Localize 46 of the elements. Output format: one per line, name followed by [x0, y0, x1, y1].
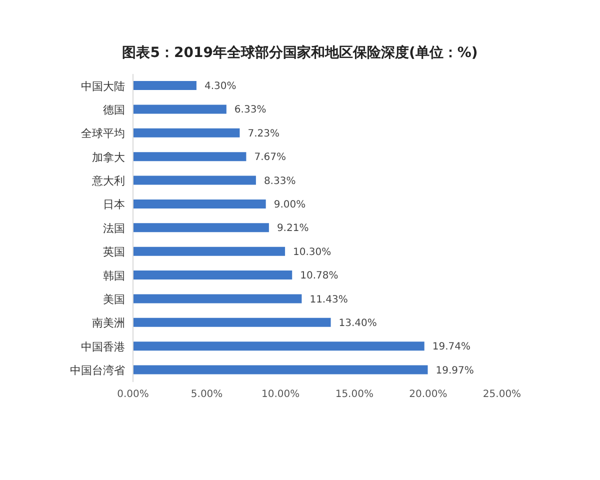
- data-label: 13.40%: [338, 318, 377, 329]
- bar: [133, 104, 226, 114]
- bar: [133, 176, 256, 185]
- y-tick-label: 日本: [103, 198, 125, 212]
- y-tick-label: 德国: [103, 103, 125, 116]
- y-tick-label: 英国: [103, 246, 125, 259]
- y-tick-label: 中国香港: [81, 340, 125, 354]
- data-label: 19.97%: [436, 365, 474, 376]
- bar: [133, 365, 428, 374]
- y-tick-label: 美国: [103, 292, 125, 306]
- y-tick-label: 韩国: [103, 269, 125, 282]
- bar: [133, 318, 331, 327]
- data-label: 10.78%: [300, 270, 338, 282]
- bar: [133, 128, 240, 138]
- x-tick-label: 25.00%: [482, 389, 522, 400]
- y-tick-label: 法国: [103, 222, 125, 235]
- x-tick-label: 20.00%: [409, 389, 448, 400]
- bar: [133, 152, 246, 162]
- x-tick-label: 15.00%: [335, 389, 374, 400]
- x-tick-label: 0.00%: [117, 389, 149, 400]
- data-label: 7.67%: [254, 152, 286, 164]
- x-tick-label: 10.00%: [262, 389, 300, 400]
- data-label: 9.00%: [274, 200, 306, 211]
- data-label: 19.74%: [432, 342, 471, 353]
- data-label: 8.33%: [264, 176, 296, 187]
- x-tick-label: 5.00%: [190, 389, 223, 400]
- bar: [133, 223, 269, 232]
- data-label: 9.21%: [276, 223, 309, 234]
- data-label: 10.30%: [293, 246, 332, 258]
- data-label: 4.30%: [204, 81, 236, 92]
- bar: [133, 294, 302, 304]
- bar: [133, 270, 292, 280]
- y-tick-label: 全球平均: [81, 127, 125, 140]
- y-tick-label: 意大利: [91, 174, 125, 188]
- bar: [133, 342, 424, 351]
- bar: [133, 81, 196, 90]
- y-tick-label: 加拿大: [92, 150, 125, 164]
- data-label: 11.43%: [310, 294, 348, 306]
- chart-title: 图表5：2019年全球部分国家和地区保险深度(单位：%): [121, 44, 479, 63]
- y-tick-label: 中国台湾省: [70, 364, 125, 378]
- y-tick-label: 南美洲: [92, 316, 125, 330]
- data-label: 7.23%: [248, 128, 280, 140]
- bar: [133, 199, 266, 208]
- y-tick-label: 中国大陆: [81, 80, 125, 93]
- bar: [133, 246, 286, 256]
- data-label: 6.33%: [234, 104, 266, 116]
